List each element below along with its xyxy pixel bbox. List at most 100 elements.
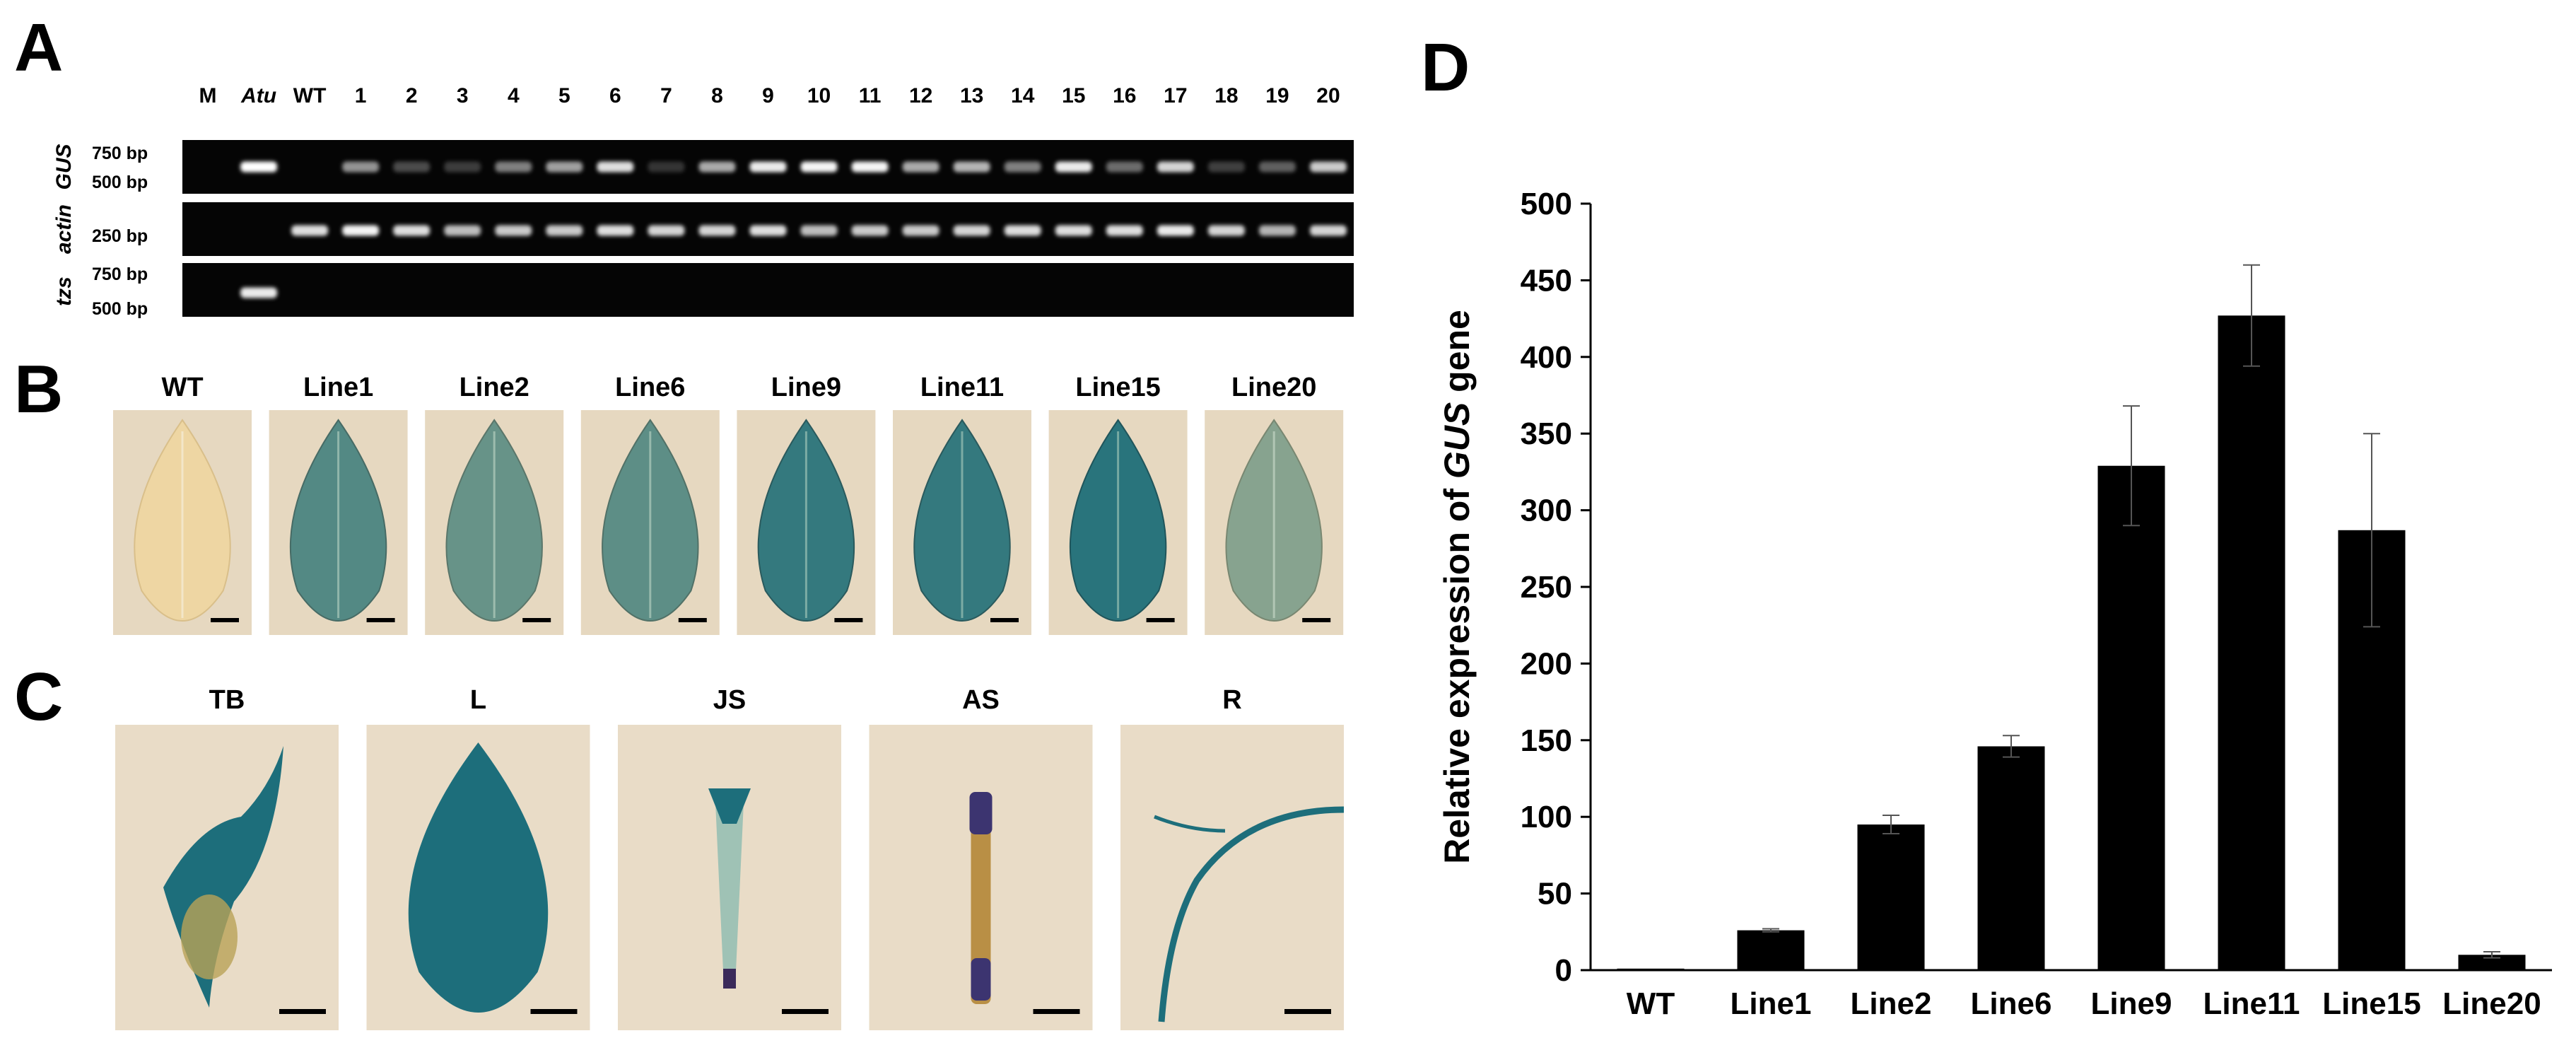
gel-band	[240, 161, 278, 173]
gel-band	[342, 225, 380, 236]
gel-band	[1004, 161, 1041, 173]
gel-lane-label: 3	[457, 84, 469, 107]
gel-band	[749, 225, 787, 236]
tissue-image-cell: JS	[618, 685, 841, 1030]
gel-row-actin: 250 bp actin	[52, 202, 1354, 256]
gel-size-label: 250 bp	[92, 226, 148, 246]
gel-lane-label: 14	[1011, 84, 1035, 107]
bar	[1617, 968, 1685, 970]
gel-band	[393, 161, 431, 173]
tissue-shape	[1158, 806, 1345, 1022]
bar	[2218, 315, 2285, 970]
gel-band	[444, 161, 481, 173]
gel-size-label: 750 bp	[92, 144, 148, 163]
scale-bar	[782, 1009, 829, 1014]
bar	[1857, 824, 1925, 970]
gel-band	[495, 225, 532, 236]
gel-lane-label: 12	[909, 84, 932, 107]
gel-lane-label: 17	[1164, 84, 1187, 107]
gel-background	[182, 263, 1354, 317]
gel-band	[1207, 225, 1245, 236]
gel-band	[698, 161, 736, 173]
gel-lane-label: 13	[960, 84, 983, 107]
gel-gene-label: GUS	[52, 144, 76, 190]
bar-series	[1617, 264, 2526, 970]
scale-bar	[211, 618, 239, 622]
gel-band	[240, 287, 278, 298]
panel-label-d: D	[1421, 30, 1470, 105]
gel-band	[1310, 161, 1347, 173]
panel-label-b: B	[14, 351, 63, 427]
gel-band	[597, 161, 634, 173]
leaf-image-cell: Line20	[1205, 373, 1344, 635]
gel-row-gus: 750 bp 500 bp GUS	[52, 140, 1354, 194]
scale-bar	[1284, 1009, 1331, 1014]
leaf-image-label: Line2	[459, 373, 529, 402]
gel-band	[1055, 161, 1092, 173]
y-tick-label: 350	[1521, 416, 1572, 451]
gel-band	[597, 225, 634, 236]
gel-lane-label: 20	[1316, 84, 1340, 107]
scale-bar	[366, 618, 395, 622]
gel-lane-label: 18	[1214, 84, 1238, 107]
gel-lane-label: 6	[609, 84, 621, 107]
gel-row-tzs: 750 bp 500 bp tzs	[52, 263, 1354, 319]
tissue-shape	[715, 803, 744, 986]
gel-band	[851, 161, 889, 173]
gel-size-label: 500 bp	[92, 299, 148, 319]
tissue-image-label: TB	[209, 685, 245, 715]
scale-bar	[834, 618, 863, 622]
y-axis-label-gene: GUS	[1437, 402, 1477, 479]
gel-band	[953, 225, 990, 236]
gel-lane-label: 7	[660, 84, 672, 107]
gel-image: 750 bp 500 bp GUS 250 bp actin 750 bp 500 bp tz…	[52, 140, 1354, 319]
gel-lane-label: 15	[1062, 84, 1085, 107]
gel-band	[749, 161, 787, 173]
gel-lane-label: 10	[807, 84, 831, 107]
leaf-image-label: Line6	[615, 373, 685, 402]
gel-band	[546, 225, 583, 236]
x-tick-label: Line15	[2322, 986, 2420, 1021]
gel-lane-label: Atu	[240, 84, 276, 107]
gel-band	[1157, 161, 1194, 173]
gel-band	[342, 161, 380, 173]
leaf-image-label: Line1	[303, 373, 373, 402]
y-tick-label: 50	[1538, 877, 1572, 911]
gel-band	[902, 161, 939, 173]
gel-band	[1258, 161, 1296, 173]
y-tick-label: 250	[1521, 570, 1572, 605]
gel-lane-label: 16	[1113, 84, 1136, 107]
scale-bar	[1146, 618, 1175, 622]
gel-lane-label: 11	[859, 84, 882, 107]
gel-gene-label: tzs	[52, 276, 76, 306]
gel-lane-label: 2	[406, 84, 418, 107]
x-tick-label: Line2	[1851, 986, 1932, 1021]
gel-band	[953, 161, 990, 173]
gel-band	[851, 225, 889, 236]
gel-band	[1106, 161, 1143, 173]
x-tick-label: Line11	[2203, 986, 2300, 1021]
gel-band	[1258, 225, 1296, 236]
leaf-image-label: Line20	[1231, 373, 1316, 402]
scale-bar	[678, 618, 707, 622]
gel-lane-label: WT	[293, 84, 327, 107]
gel-band	[1207, 161, 1245, 173]
gel-lane-label: 9	[762, 84, 774, 107]
scale-bar	[279, 1009, 326, 1014]
tissue-image-label: AS	[962, 685, 1000, 715]
leaf-image-cell: Line15	[1048, 373, 1188, 635]
tissue-shape	[971, 792, 991, 1004]
tissue-staining-images: TB L JS AS R	[115, 685, 1345, 1030]
scale-bar	[990, 618, 1019, 622]
leaf-image-cell: Line2	[425, 373, 564, 635]
scale-bar	[530, 1009, 578, 1014]
y-tick-label: 150	[1521, 723, 1572, 758]
y-tick-label: 200	[1521, 646, 1572, 681]
leaf-image-cell: WT	[113, 373, 252, 635]
tissue-image-cell: TB	[115, 685, 339, 1030]
x-tick-label: Line20	[2442, 986, 2541, 1021]
y-tick-label: 400	[1521, 340, 1572, 375]
tissue-image-cell: AS	[869, 685, 1093, 1030]
gel-lane-label: 8	[711, 84, 723, 107]
